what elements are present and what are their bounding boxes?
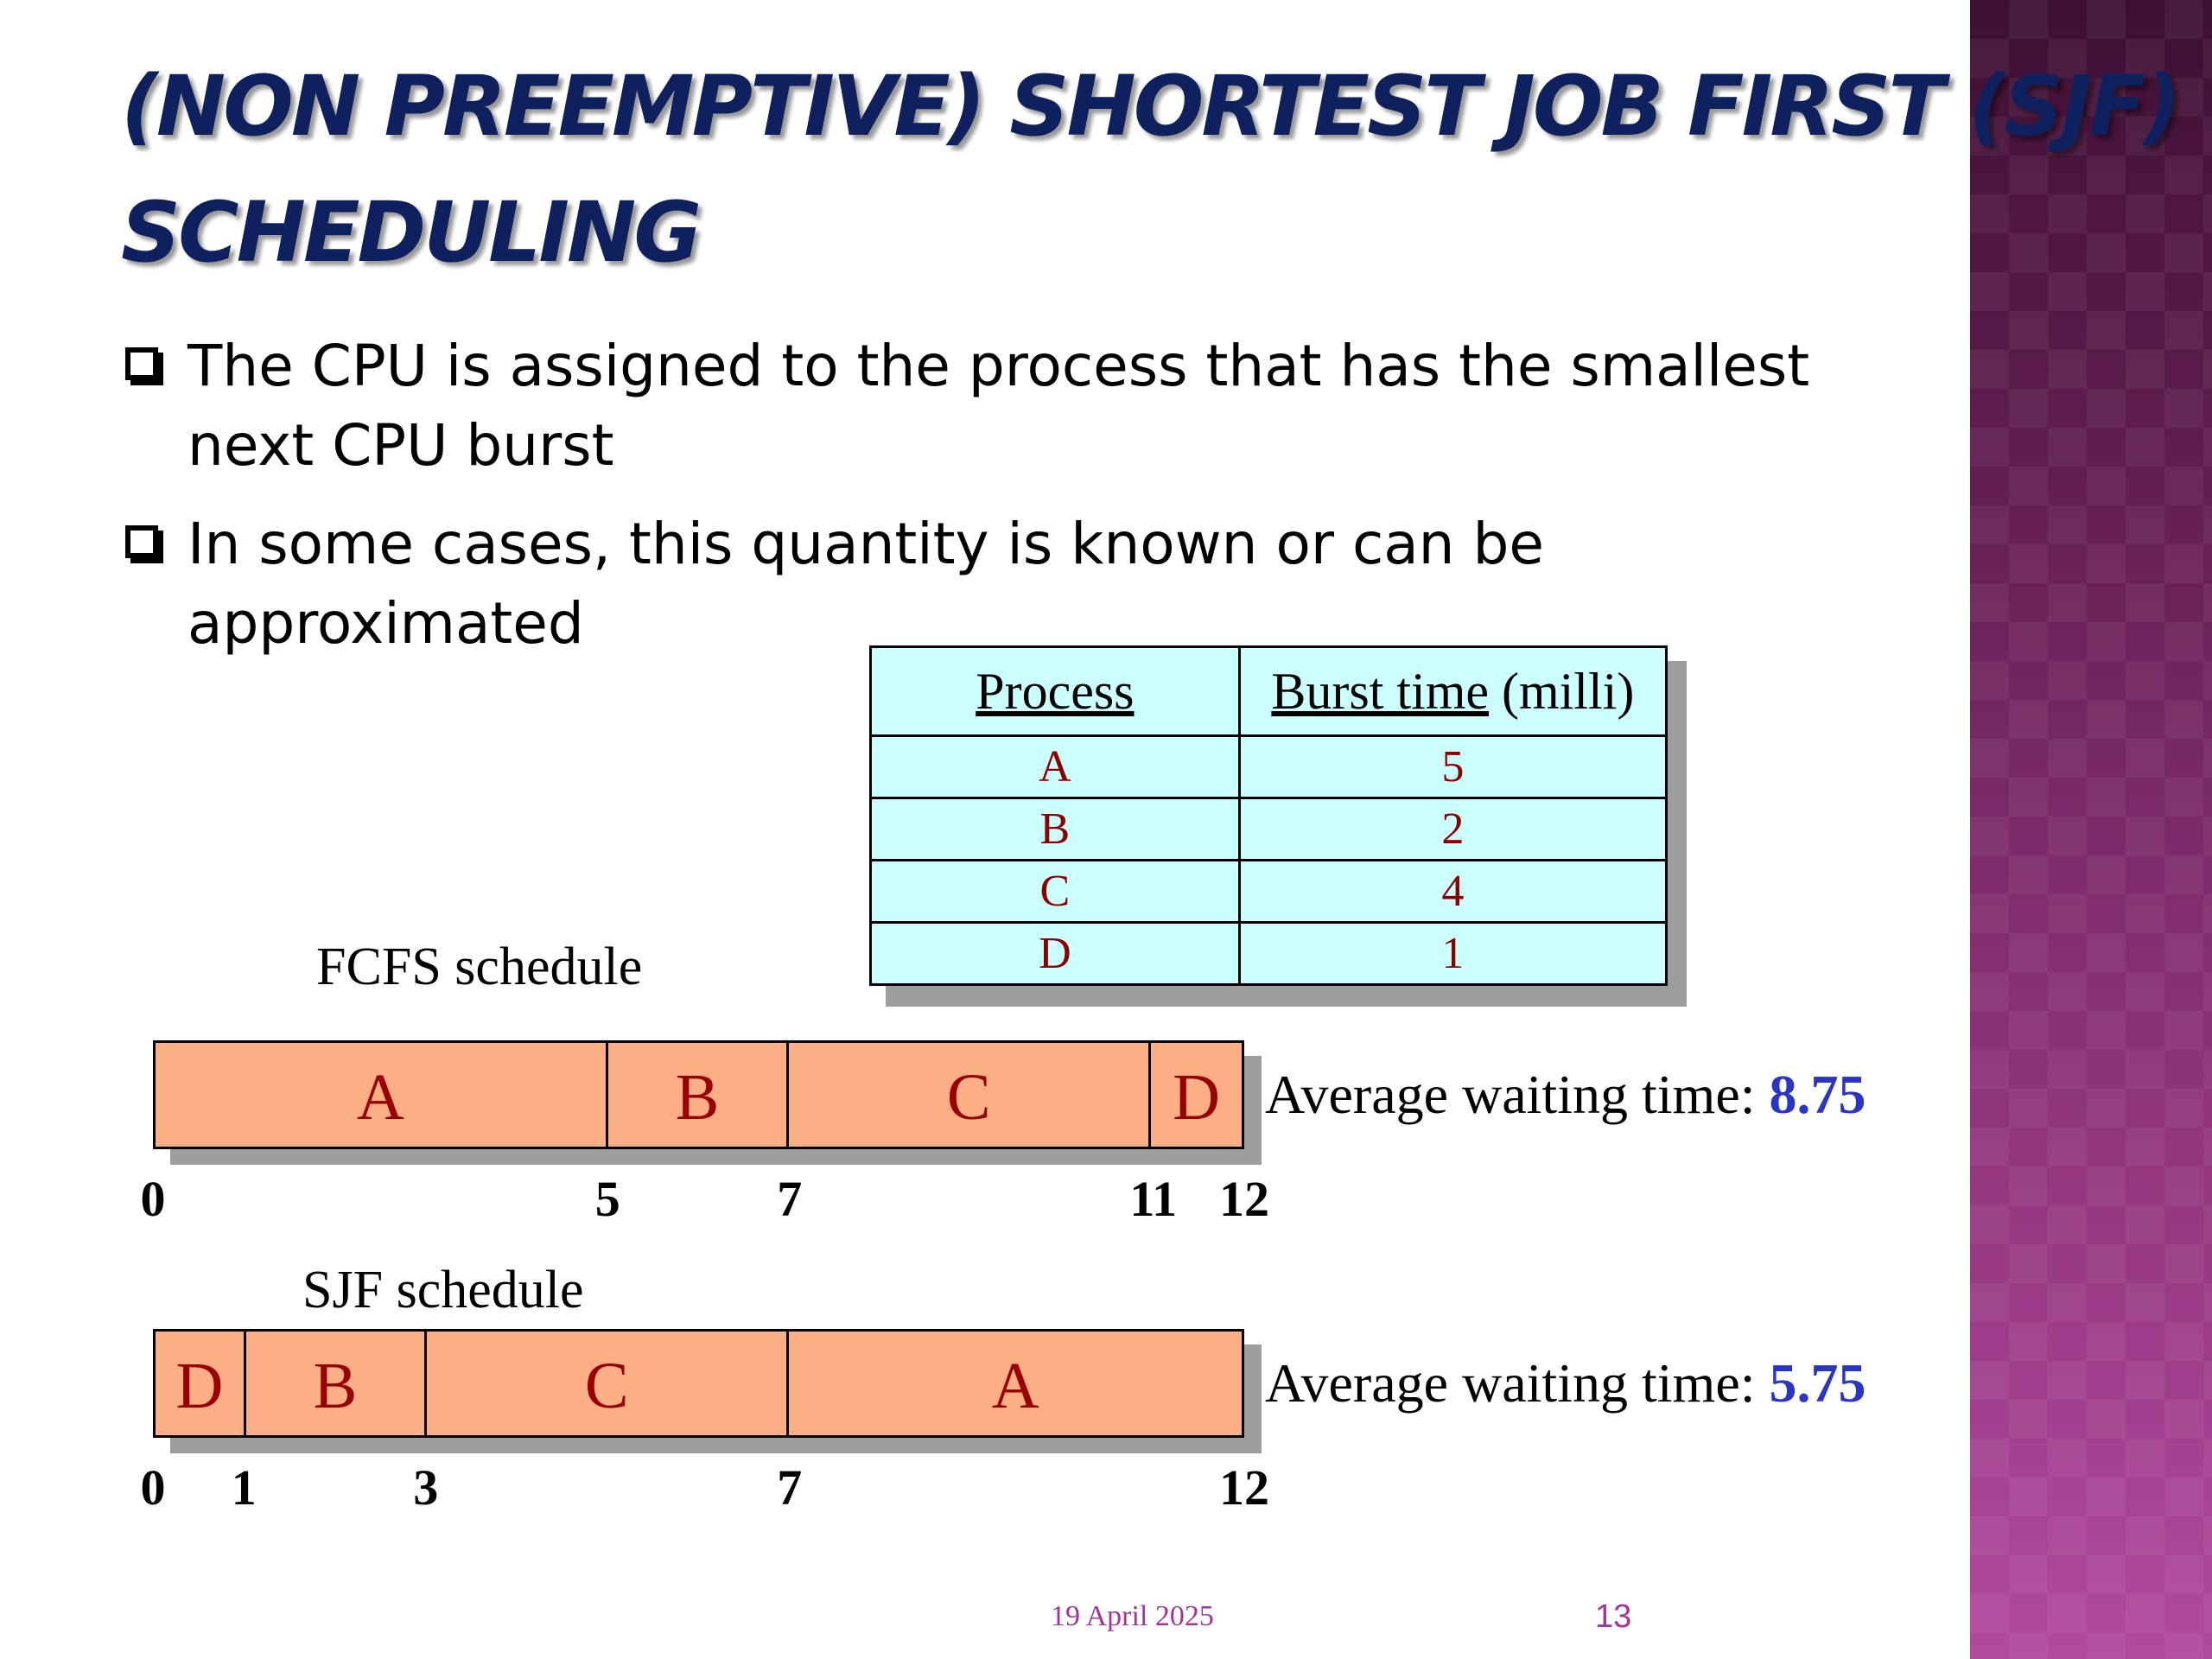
sjf-average-waiting-time: Average waiting time: 5.75 <box>1265 1351 1866 1415</box>
gantt-segment-c: C <box>789 1043 1152 1147</box>
fcfs-avg-value: 8.75 <box>1769 1064 1866 1125</box>
time-tick-label: 11 <box>1129 1171 1178 1227</box>
bullet-text: In some cases, this quantity is known or… <box>188 511 1544 577</box>
time-tick-label: 5 <box>594 1171 620 1227</box>
time-tick-label: 7 <box>777 1171 803 1227</box>
header-process: Process <box>869 645 1241 737</box>
bullet-list: The CPU is assigned to the process that … <box>125 327 1905 683</box>
fcfs-average-waiting-time: Average waiting time: 8.75 <box>1265 1063 1866 1127</box>
bullet-text: The CPU is assigned to the process that … <box>188 333 1810 399</box>
burst-cell: 2 <box>1237 797 1669 861</box>
table-row: A 5 <box>869 734 1669 799</box>
decorative-side-band <box>1970 0 2212 1659</box>
sjf-avg-value: 5.75 <box>1769 1352 1866 1414</box>
process-cell: A <box>869 734 1241 799</box>
time-tick-label: 7 <box>777 1459 803 1516</box>
time-tick-label: 12 <box>1219 1459 1269 1516</box>
bullet-text-continued: approximated <box>188 590 584 657</box>
time-tick-label: 0 <box>140 1171 166 1227</box>
process-cell: C <box>869 859 1241 924</box>
table-row: C 4 <box>869 859 1669 924</box>
sjf-schedule-label: SJF schedule <box>302 1261 584 1319</box>
gantt-segment-b: B <box>608 1043 790 1147</box>
header-burst-time: Burst time (milli) <box>1237 645 1669 737</box>
fcfs-avg-label: Average waiting time: <box>1265 1064 1770 1125</box>
bullet-item: In some cases, this quantity is known or… <box>125 505 1905 664</box>
footer-date: 19 April 2025 <box>1051 1600 1214 1632</box>
process-burst-table: Process Burst time (milli) A 5 B 2 C 4 D… <box>869 645 1669 986</box>
process-cell: B <box>869 797 1241 861</box>
checkbox-bullet-icon <box>125 347 158 380</box>
gantt-segment-a: A <box>991 1350 1039 1422</box>
fcfs-schedule-label: FCFS schedule <box>316 938 643 996</box>
table-row: B 2 <box>869 797 1669 861</box>
gantt-segment-a: A <box>156 1043 608 1147</box>
gantt-segment-c: C <box>427 1332 790 1435</box>
table-row: D 1 <box>869 921 1669 986</box>
bullet-item: The CPU is assigned to the process that … <box>125 327 1905 486</box>
burst-cell: 5 <box>1237 734 1669 799</box>
burst-cell: 4 <box>1237 859 1669 924</box>
title-line-1: (NON PREEMPTIVE) SHORTEST JOB FIRST (SJF… <box>121 58 2181 155</box>
time-tick-label: 0 <box>140 1459 166 1516</box>
bullet-text-continued: next CPU burst <box>188 412 614 479</box>
time-tick-label: 3 <box>413 1459 439 1516</box>
gantt-segment-d: D <box>1173 1061 1221 1134</box>
gantt-segment-b: B <box>246 1332 428 1435</box>
process-cell: D <box>869 921 1241 986</box>
sjf-avg-label: Average waiting time: <box>1265 1352 1770 1414</box>
time-tick-label: 1 <box>231 1459 257 1516</box>
footer-page-number: 13 <box>1595 1599 1632 1635</box>
time-tick-label: 12 <box>1219 1171 1269 1227</box>
table-header-row: Process Burst time (milli) <box>869 645 1669 737</box>
gantt-segment-d: D <box>156 1332 246 1435</box>
burst-cell: 1 <box>1237 921 1669 986</box>
slide-title: (NON PREEMPTIVE) SHORTEST JOB FIRST (SJF… <box>121 43 2181 296</box>
title-line-2: SCHEDULING <box>121 184 702 281</box>
checkbox-bullet-icon <box>125 525 158 558</box>
